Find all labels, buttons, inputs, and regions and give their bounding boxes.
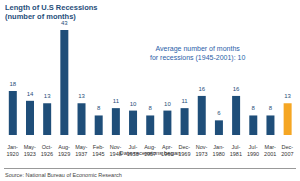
svg-text:16: 16 [198,86,205,92]
html-text:Apr-: Apr- [162,144,173,150]
svg-text:8: 8 [149,105,153,111]
svg-text:Nov-1973: Nov-1973 [195,144,207,157]
svg-text:Oct-1926: Oct-1926 [41,144,53,157]
html-text:(number of months): (number of months) [5,12,76,21]
svg-text:Jul-1981: Jul-1981 [230,144,242,157]
html-text:1953: 1953 [126,150,139,157]
svg-text:18: 18 [9,81,16,87]
html-text:1960: 1960 [161,150,174,157]
svg-text:Feb-1945: Feb-1945 [92,144,104,157]
svg-text:Aug-1929: Aug-1929 [58,144,70,157]
html-text:1948: 1948 [109,150,122,157]
svg-text:6: 6 [217,110,221,116]
svg-text:16: 16 [233,86,240,92]
svg-text:Dec-2007: Dec-2007 [281,144,292,157]
svg-text:8: 8 [252,105,256,111]
svg-text:8: 8 [269,105,273,111]
html-text:Average number of months for r: Average number of months for recessions … [150,45,246,61]
html-text:Aug-: Aug- [144,144,156,150]
html-text:Nov-: Nov- [109,144,122,150]
svg-text:Jul-1990: Jul-1990 [247,144,259,157]
html-text:1957: 1957 [143,150,157,157]
html-text:1969: 1969 [178,150,191,157]
html-text:Source: National Bureau of Eco: Source: National Bureau of Economic Rese… [5,172,122,178]
svg-text:10: 10 [130,101,137,107]
svg-text:14: 14 [27,91,34,97]
html-text:Length of U.S Recessions: Length of U.S Recessions [5,3,98,12]
svg-text:13: 13 [44,93,51,99]
svg-text:43: 43 [61,20,68,26]
svg-text:Jan-1980: Jan-1980 [213,144,225,157]
svg-text:8: 8 [97,105,101,111]
svg-text:Mar-2001: Mar-2001 [264,144,276,157]
html-text:Jul-: Jul- [128,144,138,150]
html-text:Date recessions began: Date recessions began [119,150,181,156]
svg-text:10: 10 [164,101,171,107]
svg-text:May-1937: May-1937 [75,144,87,157]
svg-text:Jan-1920: Jan-1920 [8,144,19,157]
svg-text:13: 13 [284,93,291,99]
svg-text:13: 13 [78,93,85,99]
svg-text:11: 11 [113,98,120,104]
html-text:Dec-: Dec- [178,144,191,150]
svg-text:May-1923: May-1923 [24,144,36,157]
svg-text:11: 11 [181,98,188,104]
